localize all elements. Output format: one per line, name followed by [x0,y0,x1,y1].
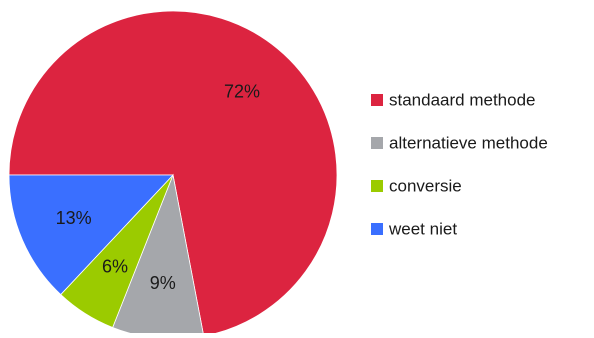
pie-slice-labels: 72% 9% 6% 13% [56,82,260,293]
pie-slice-label-standaard-methode: 72% [224,82,260,102]
legend-label-conversie: conversie [389,177,462,196]
pie-slice-label-conversie: 6% [102,256,128,276]
legend-swatch-alternatieve-methode [371,137,383,149]
pie-slice-standaard-methode [8,10,338,337]
legend-label-weet-niet: weet niet [388,220,457,239]
legend-item-alternatieve-methode: alternatieve methode [371,134,548,153]
pie-slice-label-weet-niet: 13% [56,208,92,228]
legend-label-standaard-methode: standaard methode [389,91,536,110]
legend: standaard methode alternatieve methode con… [371,91,548,239]
legend-swatch-conversie [371,180,383,192]
legend-swatch-weet-niet [371,223,383,235]
pie-slices [8,10,338,338]
legend-item-standaard-methode: standaard methode [371,91,536,110]
pie-slice-weet-niet [8,174,174,296]
legend-label-alternatieve-methode: alternatieve methode [389,134,548,153]
legend-swatch-standaard-methode [371,94,383,106]
legend-item-weet-niet: weet niet [371,220,457,239]
pie-slice-label-alternatieve-methode: 9% [150,273,176,293]
legend-item-conversie: conversie [371,177,462,196]
